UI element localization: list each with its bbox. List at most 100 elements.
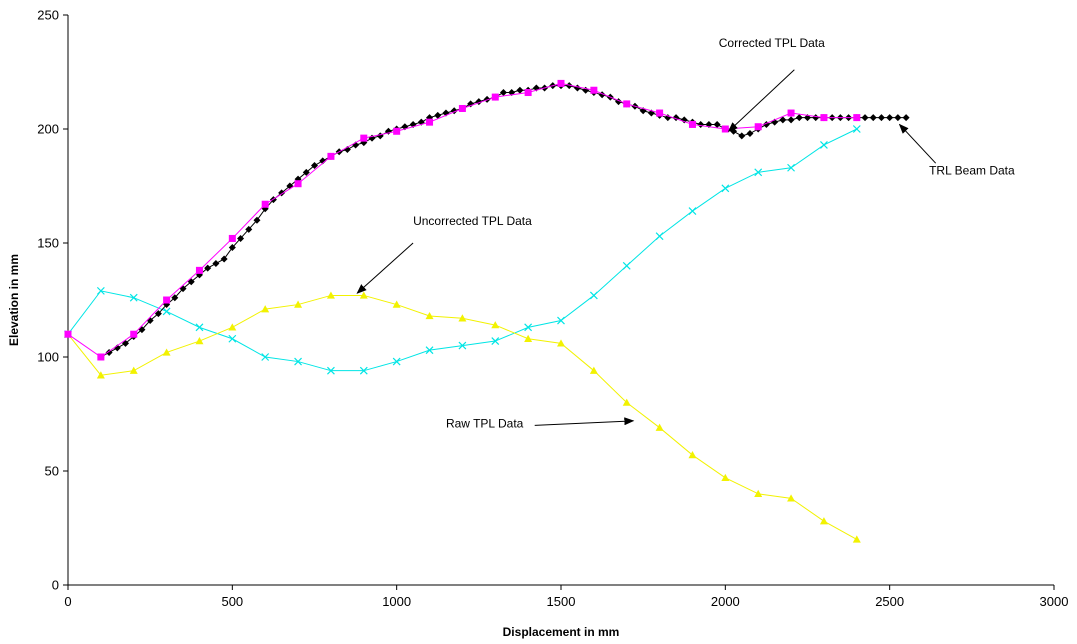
y-tick-label: 150 <box>37 236 59 251</box>
uncorrected-tpl-data-point <box>622 261 631 270</box>
trl-beam-data-point <box>664 114 672 122</box>
uncorrected-tpl-data-point <box>425 346 434 355</box>
raw-tpl-data-point <box>721 473 730 482</box>
trl-beam-data-point <box>746 130 754 138</box>
raw-tpl-data-point <box>195 337 204 345</box>
annotation-label: Corrected TPL Data <box>719 36 825 50</box>
trl-beam-data-point <box>311 161 318 169</box>
trl-beam-data-point <box>697 120 705 128</box>
x-tick-label: 2000 <box>711 594 740 609</box>
uncorrected-tpl-data-point <box>392 357 401 366</box>
trl-beam-data-point <box>319 157 327 165</box>
uncorrected-tpl-data-line <box>67 128 858 372</box>
corrected-tpl-data-point <box>623 100 631 108</box>
annotation-label: TRL Beam Data <box>929 164 1015 178</box>
uncorrected-tpl-data-point <box>754 168 763 177</box>
uncorrected-tpl-data-point <box>261 353 270 361</box>
uncorrected-tpl-data-point <box>294 357 302 366</box>
trl-beam-data-point <box>812 114 820 122</box>
uncorrected-tpl-data-point <box>96 286 105 295</box>
trl-beam-data-point <box>738 132 746 140</box>
trl-beam-data-point <box>302 168 310 176</box>
corrected-tpl-data-point <box>360 134 368 142</box>
uncorrected-tpl-data-point <box>524 323 533 332</box>
raw-tpl-data-point <box>359 291 368 299</box>
uncorrected-tpl-data-point <box>129 293 138 302</box>
trl-beam-data-point <box>573 84 581 92</box>
raw-tpl-data-point <box>589 366 598 374</box>
y-tick-label: 200 <box>37 122 59 137</box>
corrected-tpl-data-point <box>754 123 762 131</box>
trl-beam-data-point <box>237 234 245 242</box>
trl-beam-data-point <box>869 114 877 122</box>
uncorrected-tpl-data-point <box>820 141 828 149</box>
trl-beam-data-point <box>877 114 885 122</box>
x-tick-label: 1000 <box>382 594 411 609</box>
annotation-label: Raw TPL Data <box>446 417 524 431</box>
raw-tpl-data-point <box>228 323 237 331</box>
raw-tpl-data-point <box>261 305 270 313</box>
corrected-tpl-data-point <box>294 180 302 188</box>
corrected-tpl-data-point <box>491 93 499 101</box>
trl-beam-data-point <box>795 114 803 122</box>
annotation-uncorrected-tpl-data: Uncorrected TPL Data <box>356 214 532 294</box>
annotation-arrow <box>356 242 414 294</box>
corrected-tpl-data-point <box>261 200 269 208</box>
x-axis-title: Displacement in mm <box>503 625 620 639</box>
uncorrected-tpl-data-point <box>491 337 500 345</box>
trl-beam-data-point <box>171 294 179 302</box>
corrected-tpl-data-point <box>195 266 203 274</box>
uncorrected-tpl-data-point <box>589 291 598 300</box>
raw-tpl-data-point <box>852 535 861 543</box>
raw-tpl-data-point <box>162 348 171 356</box>
y-tick-label: 50 <box>45 464 59 479</box>
trl-beam-data-point <box>467 100 475 108</box>
series-layer <box>64 79 910 543</box>
raw-tpl-data-point <box>688 451 697 459</box>
trl-beam-data-point <box>483 95 491 103</box>
annotation-arrow <box>898 123 937 164</box>
annotation-arrow <box>534 417 635 426</box>
annotation-arrow <box>727 69 795 132</box>
raw-tpl-data-point <box>491 321 500 329</box>
trl-beam-data-point <box>861 114 869 122</box>
annotation-label: Uncorrected TPL Data <box>413 214 532 228</box>
corrected-tpl-data-point <box>393 127 401 135</box>
raw-tpl-data-point <box>96 371 105 379</box>
corrected-tpl-data-point <box>590 86 598 94</box>
uncorrected-tpl-data-point <box>327 366 335 375</box>
annotation-corrected-tpl-data: Corrected TPL Data <box>719 36 825 132</box>
x-tick-label: 500 <box>221 594 243 609</box>
corrected-tpl-data-point <box>228 234 236 242</box>
raw-tpl-data-point <box>787 494 796 502</box>
raw-tpl-data-point <box>129 366 138 374</box>
uncorrected-tpl-data-point <box>162 307 171 316</box>
corrected-tpl-data-point <box>64 330 72 338</box>
y-axis-title: Elevation in mm <box>7 254 21 346</box>
trl-beam-data-point <box>113 344 121 352</box>
trl-beam-data-point <box>902 114 910 122</box>
corrected-tpl-data-point <box>524 89 532 97</box>
corrected-tpl-data-point <box>130 330 138 338</box>
corrected-tpl-data-point <box>820 114 828 122</box>
raw-tpl-data-point <box>557 339 565 347</box>
trl-beam-data-point <box>434 111 442 119</box>
series-corrected-tpl-data <box>64 79 861 361</box>
raw-tpl-data-point <box>326 291 335 299</box>
y-tick-label: 100 <box>37 350 59 365</box>
uncorrected-tpl-data-point <box>228 334 237 343</box>
trl-beam-data-point <box>212 260 220 268</box>
y-tick-label: 0 <box>52 578 59 593</box>
annotation-trl-beam-data: TRL Beam Data <box>898 123 1015 178</box>
corrected-tpl-data-point <box>656 109 664 117</box>
corrected-tpl-data-point <box>458 104 466 112</box>
trl-beam-data-point <box>779 116 787 124</box>
trl-beam-data-point <box>680 116 688 124</box>
raw-tpl-data-point <box>655 423 664 431</box>
corrected-tpl-data-point <box>557 79 565 87</box>
axes: 0 500 1000 1500 2000 2500 3000 0 50 100 150 200 250 <box>37 8 1068 610</box>
corrected-tpl-data-point <box>688 120 696 128</box>
trl-beam-data-point <box>713 120 721 128</box>
x-tick-label: 1500 <box>547 594 576 609</box>
x-tick-label: 2500 <box>875 594 904 609</box>
